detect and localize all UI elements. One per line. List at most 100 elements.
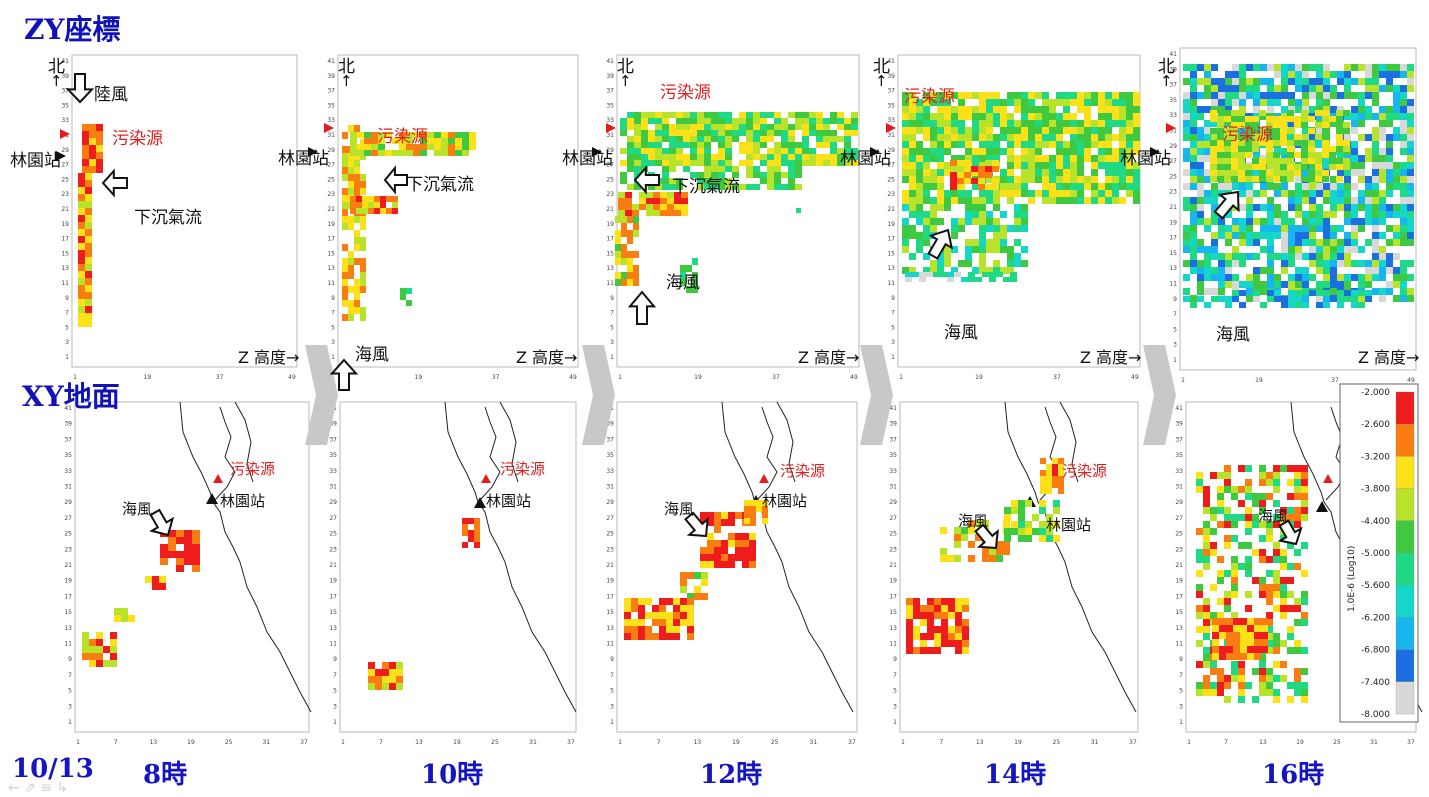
zy5-cell [1343,158,1350,164]
zy4-cell [902,92,909,99]
zy4-cell [930,176,937,183]
xy3-cell [638,605,645,612]
zy5-cell [1337,253,1344,260]
zy5-cell [1308,128,1315,134]
zy3-cell [681,204,688,210]
xy4-cell [948,612,955,619]
zy4-cell [1042,99,1049,106]
zy3-cell [627,124,634,130]
xy5-cell [1294,563,1301,570]
zy5-cell [1302,239,1309,246]
zy4-cell [1133,127,1140,134]
zy5-cell [1253,281,1260,288]
zy5-cell [1323,253,1330,260]
zy3-cell [788,148,795,154]
zy3-cell [739,130,746,136]
zy5-cell [1372,148,1379,155]
zy2-cell [360,216,366,223]
xy5-cell [1224,570,1231,577]
zy3-cell [634,136,641,142]
zy3-cell [683,124,690,130]
xy5-cell [1245,570,1252,577]
zy4-cell [1028,92,1035,99]
zy2-cell [360,139,366,146]
zy5-cell [1301,158,1308,164]
zy-4-xtick: 1 [899,374,903,381]
zy5-cell [1260,92,1267,99]
zy5-cell [1407,148,1414,155]
zy5-cell [1365,155,1372,162]
zy4-cell [979,99,986,106]
zy4-cell [1098,99,1105,106]
zy-4-ytick: 25 [887,176,895,183]
zy-1-ytick: 41 [61,58,69,65]
zy4-cell [937,134,944,141]
xy-2-ytick: 17 [329,593,337,600]
zy4-cell [1000,148,1007,155]
zy5-cell [1281,246,1288,253]
zy5-cell [1280,122,1287,128]
xy4-cell [1052,458,1058,464]
zy5-cell [1211,204,1218,211]
zy4-cell [1084,197,1091,204]
zy4-cell [930,113,937,120]
zy3-cell [718,142,725,148]
xy4-cell [927,626,934,633]
zy3-cell [830,118,837,124]
zy4-cell [1119,113,1126,120]
xy5-cell [1212,646,1219,653]
xy3-cell [742,561,749,568]
zy2-cell [413,144,420,150]
zy4-cell [993,218,1000,225]
zy4-cell [993,267,1000,274]
xy3-cell [673,612,680,619]
zy5-cell [1400,106,1407,113]
zy5-cell [1260,190,1267,197]
zy3-cell [627,166,634,172]
xy5-cell [1273,549,1280,556]
zy3-cell [697,112,704,118]
xy4-cell [906,619,913,626]
zy1-cell [85,278,92,285]
xy3-cell [659,633,666,640]
zy4-cell [916,190,923,197]
zy5-cell [1217,128,1224,134]
zy5-cell [1183,296,1190,302]
zy4-cell [951,190,958,197]
zy4-cell [958,127,965,134]
xy-1-xtick: 31 [263,739,271,746]
zy5-cell [1386,267,1393,274]
zy3-cell [837,118,844,124]
xy3-cell [680,612,687,619]
zy4-cell [923,267,930,274]
zy4-cell [965,197,972,204]
zy3-cell [781,172,788,178]
zy5-cell [1309,78,1316,85]
zy2-cell [392,208,398,214]
zy4-cell [1126,148,1133,155]
xy3-cell [638,598,645,605]
zy-5-ytick: 39 [1169,66,1177,73]
xy3-cell [680,598,687,605]
zy3-cell [746,172,753,178]
zy5-cell [1295,211,1302,218]
zy4-cell [1084,134,1091,141]
zy4-cell [930,127,937,134]
zy4-cell [1049,127,1056,134]
zy-4-ytick: 9 [891,295,895,302]
zy5-cell [1197,78,1204,85]
zy3-cell [627,154,634,160]
xy3-cell [742,533,749,540]
xy3-cell [701,572,708,579]
xy3-cell [707,533,714,540]
xy2-cell [389,676,396,683]
xy5-cell [1287,542,1294,549]
zy5-cell [1351,120,1358,127]
zy5-cell [1330,295,1337,302]
xy1-cell [145,576,152,583]
zy4-cell [1028,162,1035,169]
zy5-cell [1266,152,1273,158]
zy3-cell [681,198,688,204]
zy4-cell [1028,134,1035,141]
xy3-cell [728,561,735,568]
